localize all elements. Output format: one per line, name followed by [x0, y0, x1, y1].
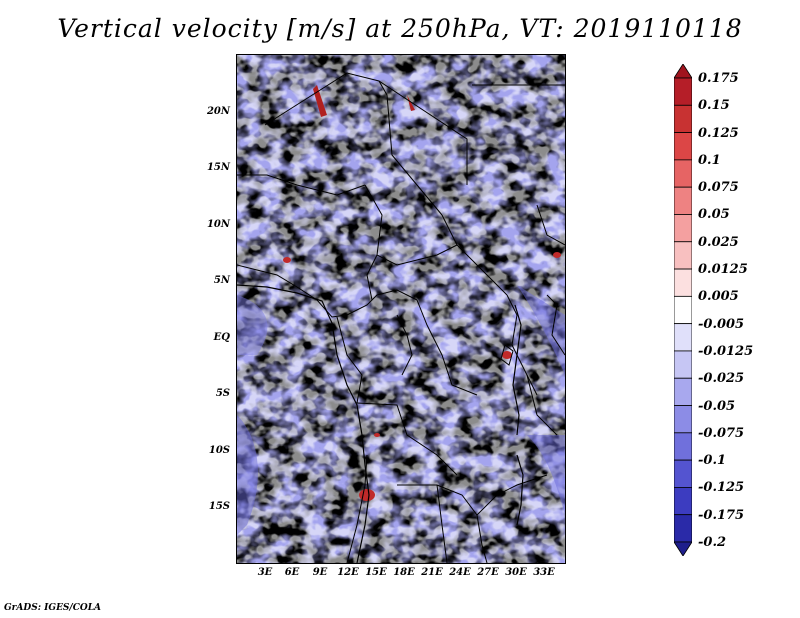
- lon-label-12e: 12E: [337, 567, 359, 578]
- colorbar-swatch: [674, 514, 692, 543]
- colorbar-label: -0.125: [698, 480, 745, 496]
- colorbar-label: 0.15: [698, 98, 730, 114]
- strong-ascent-cells: [283, 85, 561, 501]
- colorbar-label: 0.0125: [698, 262, 748, 278]
- colorbar-label: -0.005: [698, 316, 745, 332]
- grads-credit: GrADS: IGES/COLA: [4, 603, 102, 613]
- lon-label-27e: 27E: [477, 567, 499, 578]
- lat-label-15n: 15N: [206, 162, 230, 173]
- lon-label-3e: 3E: [257, 567, 273, 578]
- colorbar-swatch: [674, 186, 692, 215]
- lon-label-33e: 33E: [533, 567, 555, 578]
- lake-victoria: [500, 344, 514, 366]
- lat-label-10s: 10S: [208, 445, 230, 456]
- colorbar-label: -0.1: [698, 453, 727, 469]
- lat-label-20n: 20N: [206, 106, 230, 117]
- colorbar-label: 0.125: [698, 125, 739, 141]
- lon-label-30e: 30E: [505, 567, 527, 578]
- colorbar-top-arrow: [674, 64, 692, 79]
- colorbar-swatch: [674, 214, 692, 243]
- vertical-velocity-field: [237, 55, 565, 563]
- colorbar-swatch: [674, 132, 692, 161]
- lon-label-21e: 21E: [421, 567, 443, 578]
- colorbar-label: -0.2: [698, 535, 727, 550]
- colorbar-swatch: [674, 268, 692, 297]
- lat-label-10n: 10N: [206, 219, 230, 230]
- colorbar-swatch: [674, 104, 692, 133]
- colorbar-label: -0.025: [698, 371, 745, 387]
- lake-malawi: [516, 454, 524, 526]
- coastline: [237, 284, 370, 563]
- lon-label-9e: 9E: [312, 567, 328, 578]
- colorbar-bottom-arrow: [674, 541, 692, 556]
- colorbar-label: 0.05: [698, 207, 730, 223]
- map-title: Vertical velocity [m/s] at 250hPa, VT: 2…: [57, 14, 743, 43]
- lon-label-15e: 15E: [365, 567, 387, 578]
- colorbar-label: 0.175: [698, 71, 739, 86]
- colorbar-label: 0.1: [698, 152, 721, 168]
- colorbar-swatch: [674, 77, 692, 106]
- colorbar-label: -0.075: [698, 425, 745, 441]
- lake-tanganyika: [512, 304, 522, 436]
- colorbar-swatch: [674, 323, 692, 352]
- lon-label-24e: 24E: [449, 567, 471, 578]
- colorbar-label: -0.0125: [698, 343, 754, 359]
- lon-label-6e: 6E: [284, 567, 300, 578]
- colorbar-swatch: [674, 159, 692, 188]
- colorbar-swatch: [674, 295, 692, 325]
- near-zero-texture: [237, 55, 565, 563]
- strong-descent-bands: [237, 285, 565, 535]
- colorbar: [674, 64, 692, 556]
- lat-label-5s: 5S: [215, 388, 230, 399]
- lon-label-18e: 18E: [393, 567, 415, 578]
- colorbar-label: 0.025: [698, 234, 739, 250]
- colorbar-label: -0.175: [698, 507, 745, 523]
- colorbar-swatch: [674, 377, 692, 406]
- colorbar-swatch: [674, 405, 692, 434]
- lat-label-5n: 5N: [213, 275, 230, 286]
- colorbar-swatch: [674, 350, 692, 379]
- colorbar-swatch: [674, 241, 692, 270]
- colorbar-swatch: [674, 459, 692, 488]
- colorbar-label: 0.005: [698, 289, 739, 305]
- colorbar-label: 0.075: [698, 180, 739, 196]
- colorbar-swatch: [674, 487, 692, 516]
- lat-label-eq: EQ: [213, 332, 230, 343]
- map-panel: [236, 54, 566, 564]
- colorbar-label: -0.05: [698, 398, 736, 414]
- country-boundaries: [237, 72, 565, 563]
- colorbar-swatch: [674, 432, 692, 461]
- lat-label-15s: 15S: [208, 501, 230, 512]
